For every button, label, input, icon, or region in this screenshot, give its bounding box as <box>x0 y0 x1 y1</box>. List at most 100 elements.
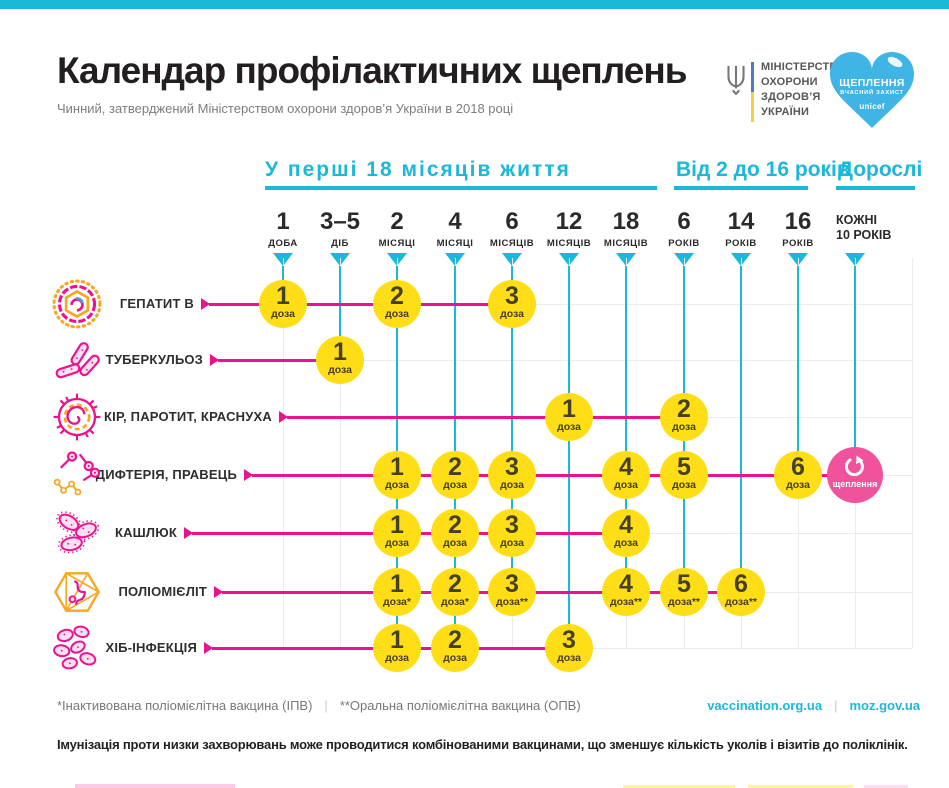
row-arrow-icon <box>201 298 210 310</box>
dose-circle: 5 доза <box>660 451 708 499</box>
dose-circle: 2 доза <box>431 624 479 672</box>
tuberculosis-bacteria-icon <box>50 333 104 387</box>
cutoff-content-sliver <box>864 785 908 788</box>
grid-line <box>283 304 912 305</box>
group-header-first-18-months: У перші 18 місяців життя <box>265 158 571 181</box>
link-vaccination-org-ua[interactable]: vaccination.org.ua <box>707 698 823 713</box>
dose-number: 2 <box>677 395 691 423</box>
booster-label: щеплення <box>832 479 878 489</box>
dose-circle: 2 доза <box>660 393 708 441</box>
dose-label: доза* <box>441 596 469 608</box>
row-arrow-icon <box>279 411 288 423</box>
dose-label: доза <box>500 479 524 491</box>
grid-line <box>283 258 284 648</box>
row-line <box>287 415 684 419</box>
column-timeline-line <box>740 266 742 592</box>
row-label-tuberculosis: ТУБЕРКУЛЬОЗ <box>105 352 203 367</box>
dose-label: доза <box>385 308 409 320</box>
link-separator: | <box>834 698 838 713</box>
column-number: 3–5 <box>319 208 361 235</box>
dose-number: 3 <box>505 511 519 539</box>
dose-number: 2 <box>448 453 462 481</box>
dose-circle: 3 доза <box>488 280 536 328</box>
column-number: 4 <box>448 208 462 235</box>
dose-number: 1 <box>390 570 404 598</box>
dose-circle: 1 доза <box>316 336 364 384</box>
dose-circle: 1 доза* <box>373 568 421 616</box>
row-arrow-icon <box>204 642 213 654</box>
dose-number: 1 <box>562 395 576 423</box>
dose-number: 1 <box>390 626 404 654</box>
grid-line <box>283 648 912 649</box>
dose-number: 3 <box>505 282 519 310</box>
ministry-name-line: ЗДОРОВ’Я <box>761 91 821 103</box>
dose-circle: 4 доза** <box>602 568 650 616</box>
row-label-measles-mumps-rubella: КІР, ПАРОТИТ, КРАСНУХА <box>104 409 272 424</box>
dose-circle: 5 доза** <box>660 568 708 616</box>
column-unit: МІСЯЦІВ <box>546 238 592 249</box>
booster-circle: щеплення <box>827 447 883 503</box>
polio-virus-icon <box>50 565 104 619</box>
hepatitis-b-virus-icon <box>50 277 104 331</box>
row-arrow-icon <box>184 527 193 539</box>
dose-circle: 1 доза <box>373 451 421 499</box>
dose-number: 2 <box>448 626 462 654</box>
column-unit: РОКІВ <box>725 238 757 249</box>
group-underline <box>265 186 657 190</box>
dose-label: доза <box>672 479 696 491</box>
dose-label: доза** <box>495 596 529 608</box>
dose-label: доза** <box>724 596 758 608</box>
unicef-logo-text: unicef <box>859 102 885 111</box>
dose-label: доза <box>557 421 581 433</box>
dose-label: доза <box>385 537 409 549</box>
dose-number: 6 <box>791 453 805 481</box>
row-arrow-icon <box>244 469 253 481</box>
footnote-opv: **Оральна поліомієлітна вакцина (ОПВ) <box>339 698 581 713</box>
column-unit: МІСЯЦІ <box>378 238 416 249</box>
column-unit: 10 РОКІВ <box>836 228 892 242</box>
dose-number: 1 <box>276 282 290 310</box>
column-timeline-line <box>854 266 856 475</box>
dose-number: 1 <box>333 338 347 366</box>
dose-number: 2 <box>448 570 462 598</box>
column-timeline-line <box>625 266 627 592</box>
row-label-diphtheria-tetanus: ДИФТЕРІЯ, ПРАВЕЦЬ <box>95 467 237 482</box>
dose-number: 5 <box>677 570 691 598</box>
dose-circle: 1 доза <box>259 280 307 328</box>
dose-label: доза <box>443 652 467 664</box>
column-number: 14 <box>727 208 755 235</box>
column-unit: РОКІВ <box>782 238 814 249</box>
dose-label: доза <box>672 421 696 433</box>
ministry-name-line: МІНІСТЕРСТВО <box>761 61 847 73</box>
dose-circle: 3 доза <box>545 624 593 672</box>
row-line <box>218 358 340 362</box>
measles-virus-icon <box>50 390 104 444</box>
flag-divider-blue <box>751 62 754 92</box>
page-title: Календар профілактичних щеплень <box>57 50 687 91</box>
row-label-hib: ХІБ-ІНФЕКЦІЯ <box>105 640 197 655</box>
link-moz-gov-ua[interactable]: moz.gov.ua <box>849 698 920 713</box>
group-header-2-to-16-years: Від 2 до 16 років <box>676 158 850 181</box>
dose-circle: 1 доза <box>373 509 421 557</box>
dose-number: 5 <box>677 453 691 481</box>
dose-circle: 3 доза** <box>488 568 536 616</box>
group-underline <box>836 186 915 190</box>
dose-number: 1 <box>390 511 404 539</box>
column-number: 6 <box>677 208 691 235</box>
dose-number: 3 <box>562 626 576 654</box>
cutoff-content-sliver <box>623 785 735 788</box>
ministry-name-line: УКРАЇНИ <box>761 106 810 118</box>
badge-subtitle: ВЧАСНИЙ ЗАХИСТ <box>840 90 904 96</box>
dose-circle: 3 доза <box>488 451 536 499</box>
dose-circle: 6 доза <box>774 451 822 499</box>
dose-circle: 2 доза <box>431 509 479 557</box>
footnotes-bar: *Інактивована поліомієлітна вакцина (ІПВ… <box>57 698 920 713</box>
grid-line <box>283 360 912 361</box>
column-timeline-line <box>339 266 341 360</box>
grid-line <box>912 258 913 648</box>
dose-number: 2 <box>390 282 404 310</box>
group-header-adults: Дорослі <box>838 158 923 181</box>
column-unit: МІСЯЦІВ <box>489 238 535 249</box>
row-line <box>209 302 512 306</box>
